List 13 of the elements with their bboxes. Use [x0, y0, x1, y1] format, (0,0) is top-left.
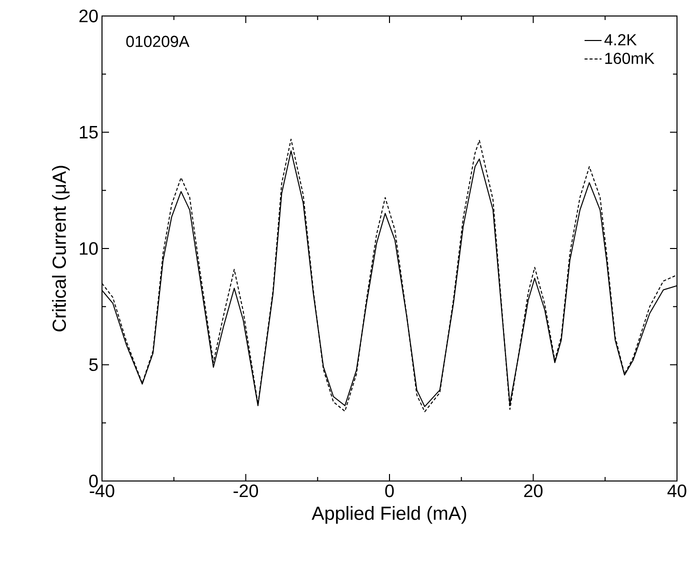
x-tick-label: 40	[667, 484, 686, 498]
annotation: 010209A	[126, 36, 190, 48]
y-tick-label: 20	[79, 10, 98, 22]
y-tick-label: 15	[80, 126, 98, 138]
x-tick-label: 20	[524, 484, 543, 498]
legend-label: 160mK	[605, 52, 654, 64]
y-tick-label: 5	[89, 358, 98, 371]
legend-label: 4.2K	[604, 34, 637, 46]
x-axis-title: Applied Field (mA)	[312, 506, 466, 524]
y-tick-label: 10	[80, 242, 98, 255]
x-tick-label: -20	[234, 484, 258, 498]
x-tick-label: 0	[385, 484, 394, 498]
y-axis-title: Critical Current (μA)	[52, 166, 70, 332]
